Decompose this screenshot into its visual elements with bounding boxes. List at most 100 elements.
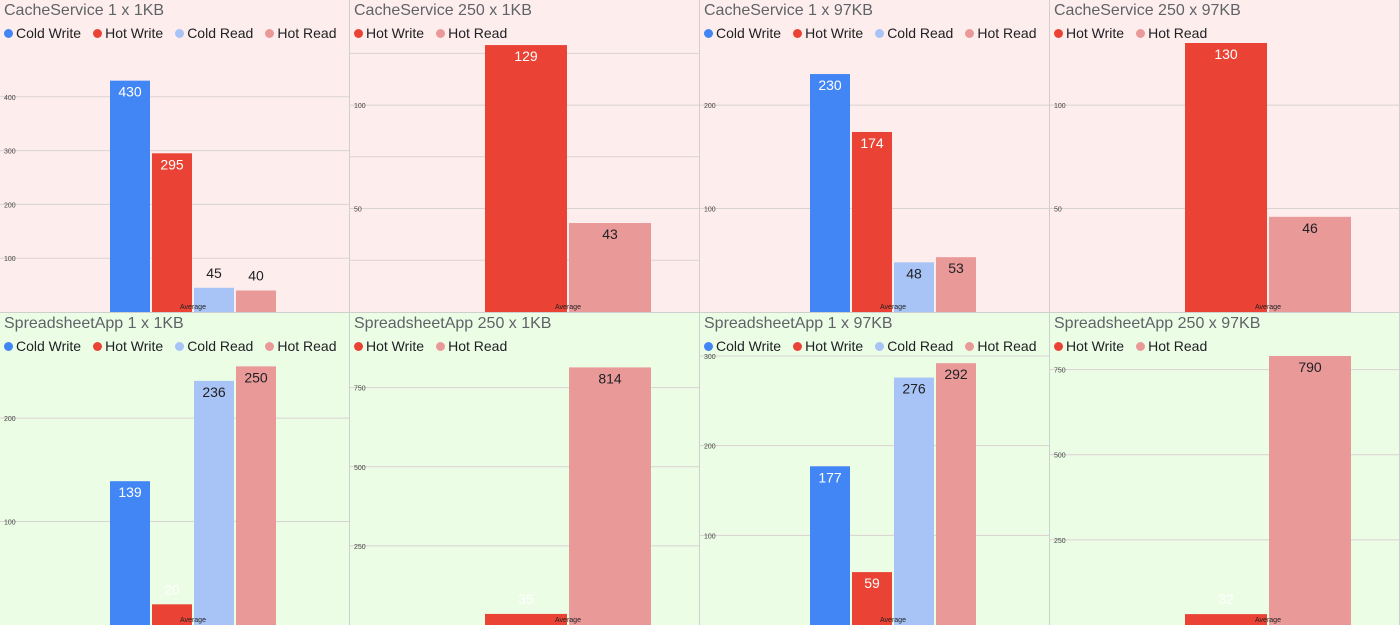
y-tick-label: 200: [704, 444, 716, 451]
bar-cold-read: [194, 287, 234, 312]
chart-panel-spreadsheetapp-250-x-1kb: SpreadsheetApp 250 x 1KB Hot Write Hot Rea…: [350, 313, 699, 625]
bar-cold-write: [810, 74, 850, 312]
legend-entry-cold-write: Cold Write: [4, 338, 81, 354]
legend-entry-cold-write: Cold Write: [4, 25, 81, 41]
legend-label: Hot Write: [1066, 25, 1125, 41]
chart-panel-spreadsheetapp-250-x-97kb: SpreadsheetApp 250 x 97KB Hot Write Hot Re…: [1050, 313, 1399, 625]
y-tick-label: 200: [704, 103, 716, 110]
data-label: 59: [864, 575, 880, 591]
data-label: 177: [818, 469, 842, 485]
legend-swatch: [436, 341, 446, 351]
legend-label: Hot Write: [366, 25, 425, 41]
y-tick-label: 300: [4, 149, 16, 156]
y-tick-label: 400: [4, 95, 16, 102]
y-tick-label: 300: [704, 354, 716, 361]
category-label: Average: [180, 617, 206, 624]
legend-swatch: [265, 28, 275, 38]
legend-label: Hot Read: [448, 338, 508, 354]
bar-cold-read: [894, 377, 934, 625]
legend-swatch: [1136, 341, 1146, 351]
y-tick-label: 500: [354, 465, 366, 472]
legend-swatch: [965, 28, 975, 38]
y-tick-label: 750: [354, 386, 366, 393]
data-label: 139: [118, 484, 142, 500]
legend-swatch: [965, 341, 975, 351]
y-tick-label: 200: [4, 202, 16, 209]
data-label: 814: [598, 370, 622, 386]
data-label: 32: [1218, 591, 1234, 607]
legend-label: Cold Write: [16, 25, 82, 41]
bar-hot-write: [1185, 43, 1267, 312]
legend-label: Cold Write: [716, 338, 782, 354]
plot-area: 50 100 130 46 Average: [1050, 43, 1399, 312]
legend-swatch: [875, 341, 885, 351]
legend-entry-hot-write: Hot Write: [93, 338, 163, 354]
legend-swatch: [175, 28, 185, 38]
data-label: 130: [1214, 46, 1238, 62]
plot-area: 50 100 129 43 Average: [350, 45, 699, 312]
legend-entry-hot-write: Hot Write: [1054, 25, 1124, 41]
legend-entry-hot-write: Hot Write: [1054, 338, 1124, 354]
plot-area: 100 200 300 400 430 295 45 40 Average: [0, 80, 349, 312]
legend-label: Hot Read: [1148, 25, 1208, 41]
category-label: Average: [880, 304, 906, 311]
chart-legend: Hot Write Hot Read: [354, 338, 507, 354]
chart-title: CacheService 250 x 97KB: [1054, 2, 1241, 19]
legend-label: Hot Read: [1148, 338, 1208, 354]
data-label: 292: [944, 366, 968, 382]
legend-swatch: [436, 28, 446, 38]
legend-entry-hot-write: Hot Write: [354, 338, 424, 354]
data-label: 295: [160, 156, 184, 172]
plot-area: 100 200 139 20 236 250 Average: [0, 366, 349, 625]
bar-hot-write: [152, 153, 192, 312]
bar-hot-write: [485, 613, 567, 625]
chart-panel-cacheservice-250-x-1kb: CacheService 250 x 1KB Hot Write Hot Read 5…: [350, 0, 699, 312]
y-tick-label: 250: [354, 544, 366, 551]
data-label: 35: [518, 591, 534, 607]
chart-title: SpreadsheetApp 1 x 1KB: [4, 315, 184, 332]
chart-title: SpreadsheetApp 250 x 1KB: [354, 315, 552, 332]
legend-label: Hot Write: [105, 338, 164, 354]
chart-legend: Hot Write Hot Read: [1054, 25, 1207, 41]
legend-entry-hot-write: Hot Write: [793, 338, 863, 354]
legend-swatch: [1054, 341, 1063, 351]
chart-panel-cacheservice-1-x-97kb: CacheService 1 x 97KB Cold Write Hot Write…: [700, 0, 1049, 312]
y-tick-label: 100: [704, 207, 716, 214]
legend-label: Cold Read: [187, 338, 254, 354]
legend-entry-hot-write: Hot Write: [93, 25, 163, 41]
legend-label: Hot Write: [805, 338, 864, 354]
data-label: 430: [118, 84, 142, 100]
bar-hot-write: [852, 572, 892, 625]
bar-hot-read: [1269, 356, 1351, 625]
chart-panel-cacheservice-1-x-1kb: CacheService 1 x 1KB Cold Write Hot Write C…: [0, 0, 349, 312]
y-tick-label: 500: [1054, 453, 1066, 460]
legend-label: Cold Write: [716, 25, 782, 41]
legend-label: Cold Read: [187, 25, 254, 41]
legend-swatch: [704, 28, 713, 38]
legend-label: Hot Write: [105, 25, 164, 41]
legend-label: Hot Write: [366, 338, 425, 354]
category-label: Average: [555, 617, 581, 624]
y-tick-label: 100: [1054, 103, 1066, 110]
category-label: Average: [180, 304, 206, 311]
data-label: 236: [202, 384, 226, 400]
legend-entry-cold-read: Cold Read: [875, 338, 953, 354]
legend-swatch: [793, 341, 803, 351]
data-label: 46: [1302, 220, 1318, 236]
data-label: 43: [602, 226, 618, 242]
chart-legend: Cold Write Hot Write Cold Read Hot Read: [704, 25, 1037, 41]
y-tick-label: 750: [1054, 368, 1066, 375]
chart-title: CacheService 1 x 97KB: [704, 2, 873, 19]
chart-title: SpreadsheetApp 250 x 97KB: [1054, 315, 1261, 332]
legend-entry-hot-read: Hot Read: [1136, 338, 1207, 354]
chart-legend: Hot Write Hot Read: [354, 25, 507, 41]
legend-label: Hot Read: [977, 25, 1037, 41]
legend-entry-hot-read: Hot Read: [436, 25, 507, 41]
y-tick-label: 100: [354, 103, 366, 110]
legend-label: Cold Read: [887, 25, 954, 41]
legend-swatch: [1136, 28, 1146, 38]
category-label: Average: [880, 617, 906, 624]
legend-entry-cold-read: Cold Read: [175, 338, 253, 354]
bar-cold-write: [110, 481, 150, 625]
bar-hot-read: [236, 290, 276, 312]
